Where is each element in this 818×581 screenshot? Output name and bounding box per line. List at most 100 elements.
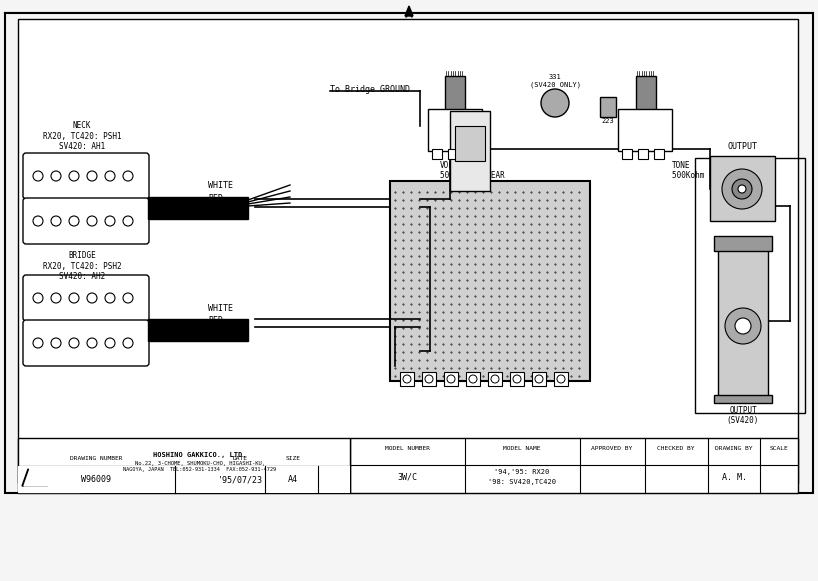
Bar	[350, 438, 798, 493]
Text: No.22, 3-CHOME, SHUMOKU-CHO, HIGASHI-KU,: No.22, 3-CHOME, SHUMOKU-CHO, HIGASHI-KU,	[135, 461, 265, 465]
Circle shape	[447, 375, 455, 383]
Circle shape	[541, 89, 569, 117]
Circle shape	[425, 375, 433, 383]
Circle shape	[105, 338, 115, 348]
Bar	[18, 466, 80, 493]
Text: '98: SV420,TC420: '98: SV420,TC420	[488, 479, 556, 485]
Text: SIZE: SIZE	[285, 457, 300, 461]
Bar	[455, 126, 485, 161]
Circle shape	[87, 171, 97, 181]
Bar	[618, 109, 672, 151]
Circle shape	[123, 293, 133, 303]
Text: W96009: W96009	[81, 475, 111, 485]
Bar	[554, 372, 568, 386]
Bar	[638, 149, 648, 159]
Circle shape	[105, 216, 115, 226]
Text: DATE: DATE	[232, 457, 248, 461]
Bar	[390, 181, 590, 381]
Circle shape	[33, 293, 43, 303]
Text: SCALE: SCALE	[770, 447, 789, 451]
Circle shape	[51, 171, 61, 181]
Circle shape	[557, 375, 565, 383]
Bar	[718, 241, 768, 401]
Polygon shape	[24, 469, 50, 486]
Circle shape	[513, 375, 521, 383]
Text: CHECKED BY: CHECKED BY	[657, 447, 694, 451]
Circle shape	[732, 179, 752, 199]
Bar	[428, 109, 482, 151]
Circle shape	[123, 338, 133, 348]
Circle shape	[33, 171, 43, 181]
Circle shape	[69, 338, 79, 348]
Bar	[710, 156, 775, 221]
Bar	[532, 372, 546, 386]
Bar	[695, 158, 805, 413]
Bar	[422, 372, 436, 386]
Text: DRAWING BY: DRAWING BY	[715, 447, 753, 451]
Text: OUTPUT
(SV420): OUTPUT (SV420)	[727, 406, 759, 425]
Circle shape	[33, 216, 43, 226]
Circle shape	[69, 171, 79, 181]
Bar	[5, 13, 813, 493]
FancyBboxPatch shape	[23, 153, 149, 199]
Bar	[510, 372, 524, 386]
Text: MODEL NAME: MODEL NAME	[503, 447, 541, 451]
Text: MODEL NUMBER: MODEL NUMBER	[384, 447, 429, 451]
Circle shape	[725, 308, 761, 344]
Circle shape	[491, 375, 499, 383]
Bar	[622, 149, 632, 159]
Text: DRAWING NUMBER: DRAWING NUMBER	[70, 457, 122, 461]
Bar	[400, 372, 414, 386]
Text: TONE
500Kohm LOG: TONE 500Kohm LOG	[672, 161, 723, 180]
Text: A4: A4	[288, 475, 298, 485]
Bar	[148, 319, 248, 341]
Circle shape	[722, 169, 762, 209]
Bar	[714, 236, 772, 251]
Text: APPROVED BY: APPROVED BY	[591, 447, 632, 451]
Polygon shape	[22, 469, 48, 486]
Bar	[444, 372, 458, 386]
Text: '94,'95: RX20: '94,'95: RX20	[494, 469, 550, 475]
Polygon shape	[405, 6, 413, 16]
Text: WHITE: WHITE	[208, 181, 233, 189]
Bar	[654, 149, 664, 159]
Circle shape	[735, 318, 751, 334]
Bar	[488, 372, 502, 386]
Circle shape	[469, 375, 477, 383]
Text: 331
(SV420 ONLY): 331 (SV420 ONLY)	[529, 74, 581, 88]
FancyBboxPatch shape	[23, 198, 149, 244]
Text: 223: 223	[601, 118, 614, 124]
Bar	[714, 395, 772, 403]
Bar	[445, 76, 465, 111]
Circle shape	[403, 375, 411, 383]
Circle shape	[51, 293, 61, 303]
Text: NECK
RX20, TC420: PSH1
SV420: AH1: NECK RX20, TC420: PSH1 SV420: AH1	[43, 121, 121, 151]
Bar	[466, 372, 480, 386]
Bar	[600, 97, 616, 117]
Circle shape	[738, 185, 746, 193]
Text: WHITE: WHITE	[208, 303, 233, 313]
Text: OUTPUT: OUTPUT	[727, 142, 757, 150]
Bar	[636, 76, 656, 111]
Bar	[18, 438, 350, 493]
Bar	[18, 19, 798, 483]
Bar	[432, 149, 442, 159]
Circle shape	[51, 338, 61, 348]
Circle shape	[105, 293, 115, 303]
Circle shape	[87, 216, 97, 226]
Text: To Bridge GROUND: To Bridge GROUND	[330, 84, 410, 94]
Circle shape	[51, 216, 61, 226]
Circle shape	[87, 338, 97, 348]
Bar	[148, 197, 248, 219]
Circle shape	[123, 171, 133, 181]
Circle shape	[69, 293, 79, 303]
Text: '95/07/23: '95/07/23	[218, 475, 263, 485]
FancyBboxPatch shape	[23, 320, 149, 366]
Text: HOSHINO GAKKICO., LTD.: HOSHINO GAKKICO., LTD.	[153, 452, 247, 458]
Bar	[464, 149, 474, 159]
Text: A. M.: A. M.	[721, 472, 747, 482]
Text: 3W/C: 3W/C	[397, 472, 417, 482]
Circle shape	[33, 338, 43, 348]
Circle shape	[535, 375, 543, 383]
Bar	[18, 466, 350, 493]
